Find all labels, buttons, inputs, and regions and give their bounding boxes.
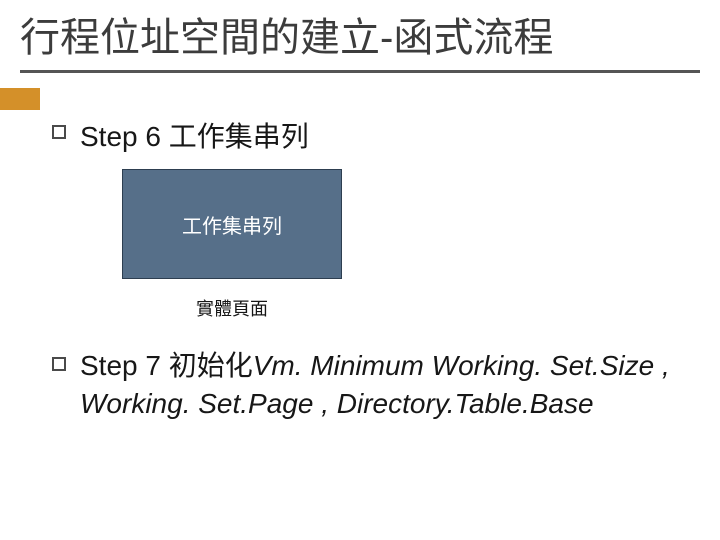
content-region: Step 6 工作集串列 工作集串列 實體頁面 Step 7 初始化Vm. Mi… [0,79,720,423]
bullet-step6-text: Step 6 工作集串列 [80,115,309,155]
accent-bar [0,88,40,110]
title-region: 行程位址空間的建立-函式流程 [0,0,720,79]
bullet-step6: Step 6 工作集串列 [52,115,680,155]
slide: 行程位址空間的建立-函式流程 Step 6 工作集串列 工作集串列 實體頁面 S… [0,0,720,540]
bullet-step7: Step 7 初始化Vm. Minimum Working. Set.Size … [52,347,680,423]
bullet-marker-icon [52,357,66,371]
step6-prefix: Step 6 [80,121,169,152]
title-underline [20,70,700,73]
step7-prefix: Step 7 [80,350,169,381]
diagram-caption: 實體頁面 [122,295,342,321]
diagram-region: 工作集串列 實體頁面 [122,169,342,321]
step6-label: 工作集串列 [169,121,309,152]
working-set-box: 工作集串列 [122,169,342,279]
bullet-step7-text: Step 7 初始化Vm. Minimum Working. Set.Size … [80,347,680,423]
working-set-box-text: 工作集串列 [182,210,282,239]
slide-title: 行程位址空間的建立-函式流程 [20,12,700,64]
bullet-marker-icon [52,125,66,139]
step7-plain: 初始化 [169,350,253,381]
